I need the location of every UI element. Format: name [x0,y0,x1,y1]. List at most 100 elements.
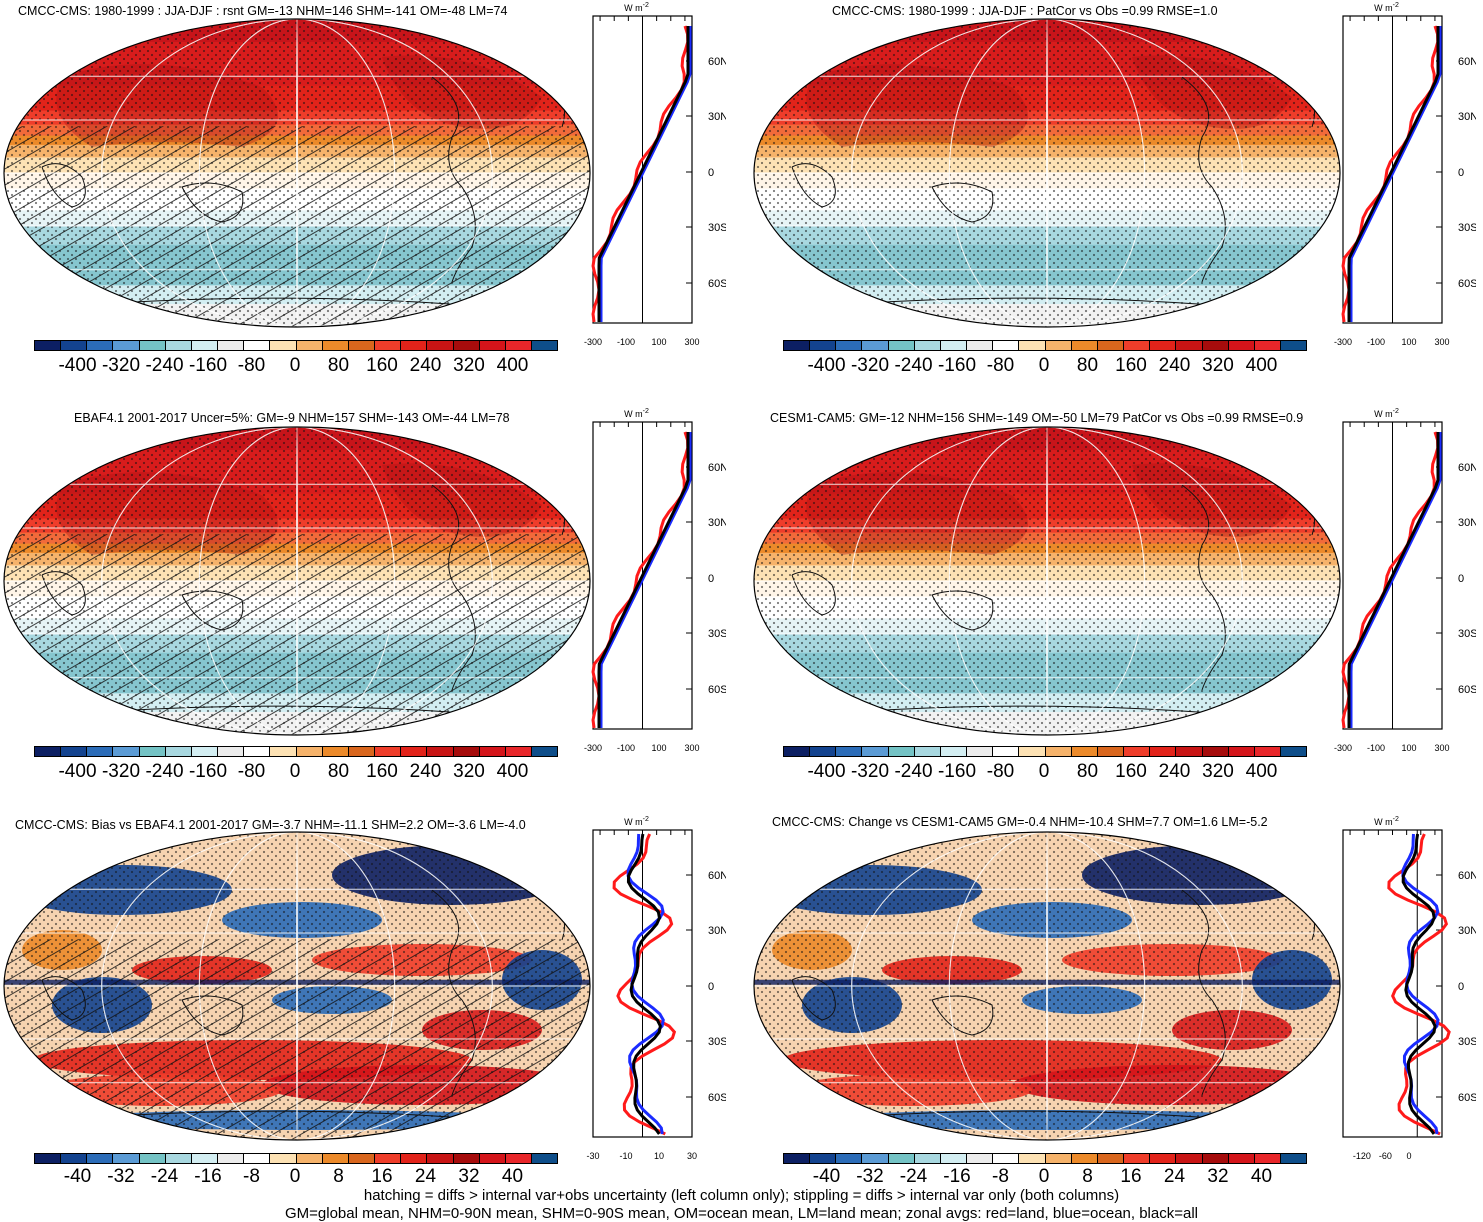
colorbar-swatch [452,1154,479,1163]
colorbar-3 [34,746,558,757]
zonal-lat-label: 60N [708,870,726,882]
zonal-lat-label: 30S [708,628,726,640]
colorbar-swatch [269,341,296,350]
colorbar-swatch [190,341,218,350]
zonal-line-land [591,25,690,323]
colorbar-swatch [295,341,322,350]
colorbar-labels-3: -400 -320 -240 -160 -80 0 80 160 240 320 400 [34,761,556,785]
zonal-line-ocean [599,26,692,322]
zonal-lat-label: 60N [708,462,726,474]
colorbar-tick-label: 32 [458,1166,480,1187]
panel-title-1: CMCC-CMS: 1980-1999 : JJA-DJF : rsnt GM=… [18,4,508,18]
colorbar-swatch [809,341,836,350]
colorbar-swatch [452,341,479,350]
colorbar-swatch [400,341,427,350]
colorbar-tick-label: -320 [850,355,890,376]
colorbar-tick-label: 40 [1250,1166,1273,1187]
colorbar-swatch [1044,341,1071,350]
colorbar-swatch [164,747,191,756]
map-outline [753,18,1341,328]
colorbar-swatch [400,1154,427,1163]
colorbar-swatch [1018,1154,1045,1163]
map-outline [753,831,1341,1141]
colorbar-tick-label: -24 [899,1166,928,1187]
colorbar-swatch [1123,1154,1150,1163]
zonal-plot-1: W m-2 60N 30N 0 30S 60S -300 -100 100 300 [584,2,726,347]
colorbar-swatch [1201,747,1228,756]
colorbar-swatch [1175,341,1202,350]
colorbar-tick-label: 80 [1076,761,1099,782]
colorbar-tick-label: 24 [414,1166,437,1187]
map-outline [3,831,591,1141]
colorbar-labels-6: -40 -32 -24 -16 -8 0 8 16 24 32 40 [783,1166,1305,1190]
colorbar-tick-label: 80 [327,761,350,782]
zonal-line-all [1401,833,1437,1135]
colorbar-swatch [86,747,113,756]
colorbar-5 [34,1153,558,1164]
zonal-x-label: 300 [1434,337,1449,347]
map-outline [3,18,591,328]
colorbar-swatch [835,1154,862,1163]
colorbar-tick-label: 240 [409,355,442,376]
zonal-lat-label: 30N [1458,111,1476,123]
colorbar-1 [34,340,558,351]
colorbar-swatch [478,341,505,350]
colorbar-tick-label: -16 [194,1166,222,1187]
zonal-x-label: 300 [684,337,699,347]
colorbar-swatch [992,341,1019,350]
zonal-line-land [1341,25,1440,323]
colorbar-swatch [913,1154,940,1163]
colorbar-swatch [1279,1154,1307,1163]
colorbar-tick-label: -400 [807,761,846,782]
zonal-line-ocean [1349,26,1442,322]
colorbar-swatch [992,747,1019,756]
colorbar-swatch [374,747,401,756]
colorbar-swatch [1149,341,1176,350]
colorbar-tick-label: 240 [1158,355,1191,376]
zonal-x-label: -10 [619,1151,632,1161]
colorbar-labels-1: -400 -320 -240 -160 -80 0 80 160 240 320 400 [34,355,556,379]
colorbar-tick-label: -32 [107,1166,135,1187]
colorbar-tick-label: -80 [986,761,1015,782]
colorbar-tick-label: 160 [366,761,398,782]
panel-title-5: CMCC-CMS: Bias vs EBAF4.1 2001-2017 GM=-… [15,818,526,832]
colorbar-tick-label: -40 [63,1166,92,1187]
footer-note-2: GM=global mean, NHM=0-90N mean, SHM=0-90… [284,1205,1198,1222]
colorbar-tick-label: 8 [333,1166,344,1187]
zonal-x-label: 0 [1406,1151,1411,1161]
colorbar-tick-label: 160 [1115,355,1147,376]
colorbar-tick-label: -8 [243,1166,260,1187]
colorbar-swatch [347,1154,375,1163]
colorbar-tick-label: -400 [58,761,97,782]
colorbar-swatch [35,1154,61,1163]
zonal-x-label: -120 [1353,1151,1371,1161]
colorbar-swatch [966,341,993,350]
zonal-unit-label: W m-2 [624,408,649,419]
colorbar-tick-label: 80 [327,355,350,376]
colorbar-swatch [887,341,914,350]
colorbar-swatch [1123,341,1150,350]
colorbar-tick-label: -240 [145,355,184,376]
zonal-lat-label: 0 [708,573,714,585]
colorbar-swatch [1227,747,1254,756]
colorbar-tick-label: -40 [812,1166,841,1187]
colorbar-tick-label: -16 [943,1166,971,1187]
colorbar-swatch [243,1154,270,1163]
colorbar-tick-label: 320 [1202,355,1234,376]
colorbar-swatch [913,747,940,756]
colorbar-swatch [35,341,61,350]
zonal-x-label: 100 [651,337,666,347]
colorbar-swatch [347,747,375,756]
colorbar-swatch [426,341,453,350]
panel-title-4: CESM1-CAM5: GM=-12 NHM=156 SHM=-149 OM=-… [770,411,1304,425]
map-panel-4 [753,426,1341,736]
colorbar-swatch [1149,747,1176,756]
colorbar-tick-label: 0 [1038,1166,1050,1187]
colorbar-6 [783,1153,1307,1164]
colorbar-swatch [809,747,836,756]
colorbar-swatch [295,1154,322,1163]
zonal-lat-label: 60S [708,278,726,290]
colorbar-swatch [784,747,810,756]
colorbar-swatch [1201,341,1228,350]
colorbar-tick-label: -320 [101,761,141,782]
